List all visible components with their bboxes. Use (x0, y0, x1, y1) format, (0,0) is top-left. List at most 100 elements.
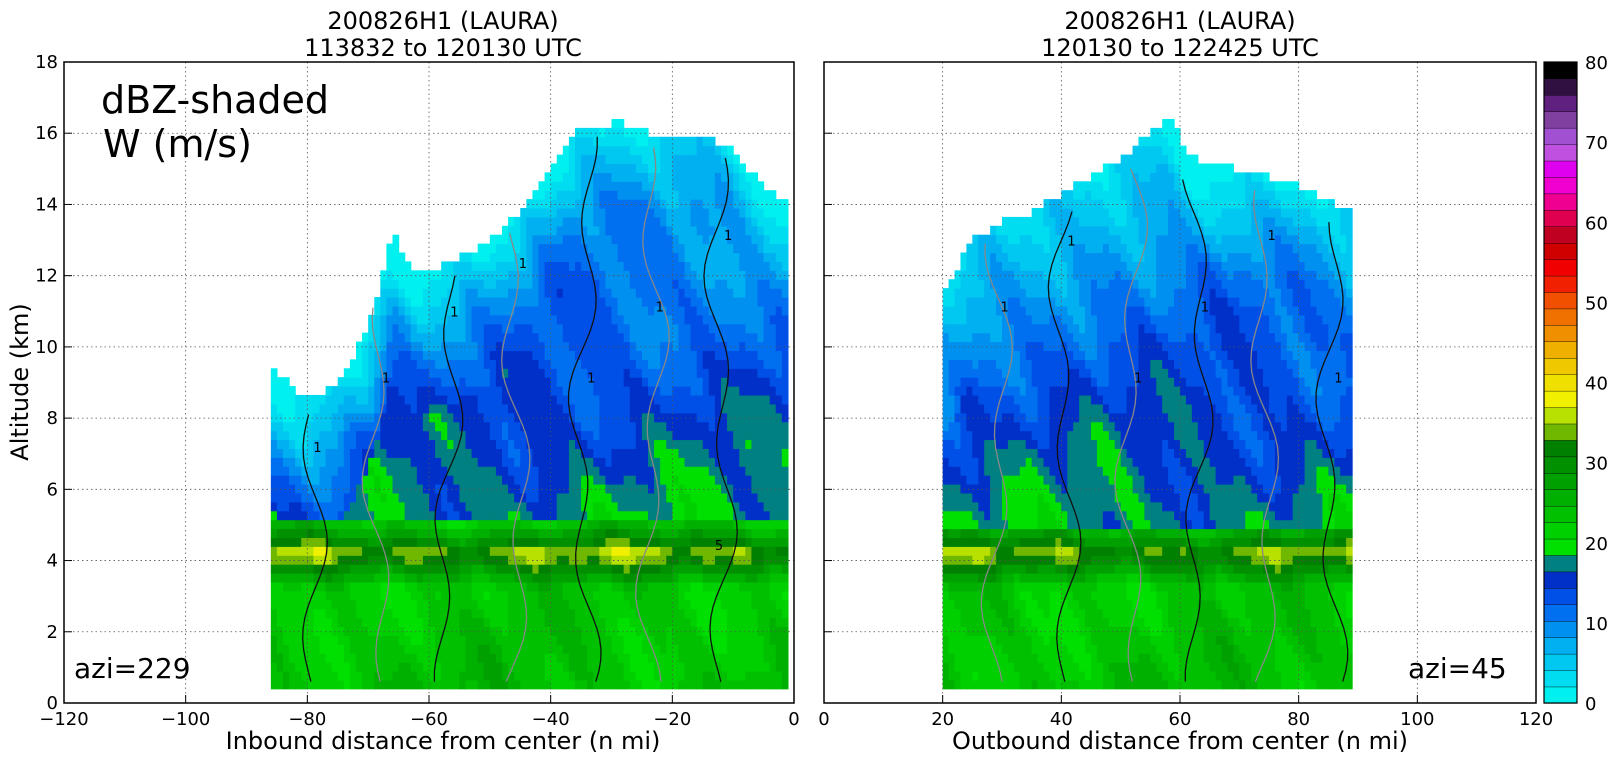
reflectivity-cell (978, 342, 985, 352)
reflectivity-cell (417, 306, 424, 316)
reflectivity-cell (960, 546, 967, 556)
reflectivity-cell (960, 359, 967, 369)
reflectivity-cell (411, 537, 418, 547)
reflectivity-cell (575, 511, 582, 521)
reflectivity-cell (368, 395, 375, 405)
reflectivity-cell (733, 350, 740, 360)
reflectivity-cell (277, 502, 284, 512)
reflectivity-cell (399, 368, 406, 378)
reflectivity-cell (678, 359, 685, 369)
reflectivity-cell (599, 368, 606, 378)
reflectivity-cell (739, 350, 746, 360)
reflectivity-cell (514, 635, 521, 645)
reflectivity-cell (399, 546, 406, 556)
reflectivity-cell (599, 261, 606, 271)
reflectivity-cell (350, 502, 357, 512)
reflectivity-cell (770, 591, 777, 601)
reflectivity-cell (326, 582, 333, 592)
reflectivity-cell (691, 155, 698, 165)
reflectivity-cell (984, 582, 991, 592)
reflectivity-cell (466, 520, 473, 530)
reflectivity-cell (429, 475, 436, 485)
reflectivity-cell (423, 395, 430, 405)
reflectivity-cell (368, 671, 375, 681)
reflectivity-cell (739, 626, 746, 636)
reflectivity-cell (703, 315, 710, 325)
reflectivity-cell (472, 564, 479, 574)
reflectivity-cell (326, 564, 333, 574)
reflectivity-cell (593, 199, 600, 209)
reflectivity-cell (612, 448, 619, 458)
reflectivity-cell (727, 395, 734, 405)
contour-label: 1 (382, 372, 390, 387)
reflectivity-cell (666, 502, 673, 512)
reflectivity-cell (539, 422, 546, 432)
reflectivity-cell (776, 297, 783, 307)
reflectivity-cell (393, 635, 400, 645)
reflectivity-cell (545, 546, 552, 556)
reflectivity-cell (405, 413, 412, 423)
reflectivity-cell (326, 439, 333, 449)
reflectivity-cell (399, 671, 406, 681)
reflectivity-cell (612, 493, 619, 503)
reflectivity-cell (326, 618, 333, 628)
reflectivity-cell (301, 537, 308, 547)
reflectivity-cell (739, 600, 746, 610)
reflectivity-cell (776, 315, 783, 325)
reflectivity-cell (502, 520, 509, 530)
reflectivity-cell (332, 671, 339, 681)
reflectivity-cell (326, 466, 333, 476)
reflectivity-cell (332, 422, 339, 432)
reflectivity-cell (320, 600, 327, 610)
reflectivity-cell (672, 235, 679, 245)
reflectivity-cell (697, 279, 704, 289)
reflectivity-cell (356, 671, 363, 681)
reflectivity-cell (441, 395, 448, 405)
reflectivity-cell (289, 493, 296, 503)
reflectivity-cell (557, 662, 564, 672)
reflectivity-cell (697, 386, 704, 396)
reflectivity-cell (496, 395, 503, 405)
reflectivity-cell (593, 422, 600, 432)
reflectivity-cell (539, 279, 546, 289)
reflectivity-cell (508, 466, 515, 476)
reflectivity-cell (393, 475, 400, 485)
reflectivity-cell (539, 662, 546, 672)
reflectivity-cell (960, 395, 967, 405)
reflectivity-cell (581, 555, 588, 565)
reflectivity-cell (283, 671, 290, 681)
reflectivity-cell (630, 181, 637, 191)
reflectivity-cell (289, 671, 296, 681)
reflectivity-cell (423, 537, 430, 547)
reflectivity-cell (666, 163, 673, 173)
reflectivity-cell (429, 626, 436, 636)
reflectivity-cell (393, 609, 400, 619)
reflectivity-cell (996, 626, 1003, 636)
reflectivity-cell (691, 564, 698, 574)
reflectivity-cell (636, 359, 643, 369)
reflectivity-cell (764, 484, 771, 494)
reflectivity-cell (551, 484, 558, 494)
reflectivity-cell (721, 618, 728, 628)
reflectivity-cell (380, 342, 387, 352)
reflectivity-cell (459, 350, 466, 360)
reflectivity-cell (350, 644, 357, 654)
reflectivity-cell (569, 235, 576, 245)
reflectivity-cell (990, 537, 997, 547)
reflectivity-cell (575, 662, 582, 672)
reflectivity-cell (636, 653, 643, 663)
reflectivity-cell (362, 404, 369, 414)
reflectivity-cell (739, 537, 746, 547)
reflectivity-cell (764, 270, 771, 280)
reflectivity-cell (356, 350, 363, 360)
reflectivity-cell (672, 680, 679, 690)
reflectivity-cell (703, 181, 710, 191)
reflectivity-cell (666, 288, 673, 298)
reflectivity-cell (508, 573, 515, 583)
reflectivity-cell (496, 600, 503, 610)
reflectivity-cell (739, 662, 746, 672)
reflectivity-cell (955, 511, 962, 521)
reflectivity-cell (350, 662, 357, 672)
reflectivity-cell (745, 342, 752, 352)
reflectivity-cell (715, 199, 722, 209)
